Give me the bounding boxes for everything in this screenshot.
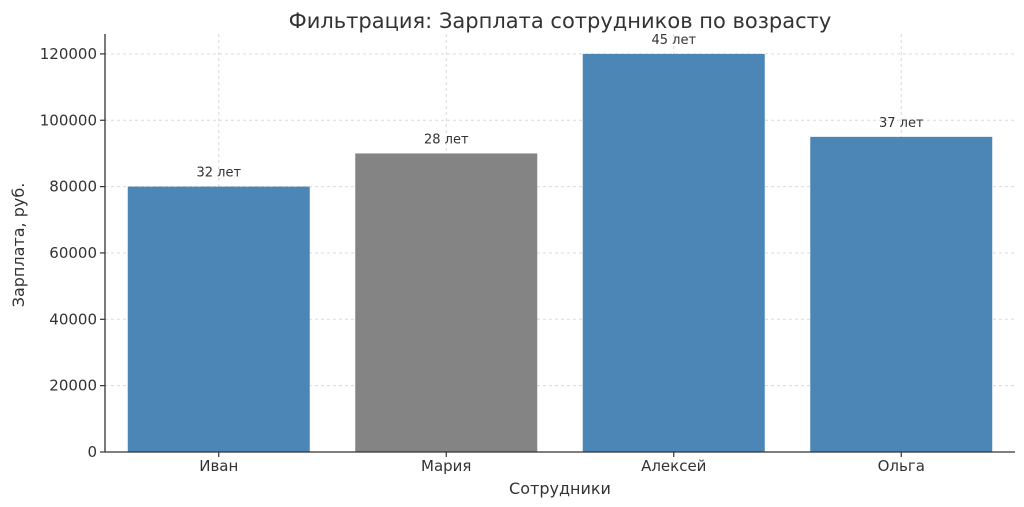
x-tick-label: Мария <box>421 457 471 475</box>
bar-age-label: 45 лет <box>651 33 696 48</box>
y-tick-label: 80000 <box>49 178 97 196</box>
y-tick-label: 60000 <box>49 244 97 262</box>
bar-age-label: 37 лет <box>879 116 924 131</box>
bar-value-labels: 32 лет 28 лет 45 лет 37 лет <box>196 33 923 181</box>
x-axis-ticks: Иван Мария Алексей Ольга <box>199 452 925 475</box>
x-tick-label: Алексей <box>641 457 706 475</box>
bar-age-label: 28 лет <box>424 132 469 147</box>
y-axis-ticks: 0 20000 40000 60000 80000 100000 120000 <box>40 45 105 461</box>
y-tick-label: 0 <box>87 443 97 461</box>
y-axis-label: Зарплата, руб. <box>9 183 28 308</box>
bars-layer <box>127 53 993 453</box>
bar-age-label: 32 лет <box>196 166 241 181</box>
x-tick-label: Иван <box>199 457 238 475</box>
y-tick-label: 100000 <box>40 111 97 129</box>
y-tick-label: 40000 <box>49 310 97 328</box>
bar-2 <box>355 153 538 452</box>
bar-1 <box>127 186 310 452</box>
x-tick-label: Ольга <box>878 457 925 475</box>
y-tick-label: 20000 <box>49 377 97 395</box>
axes-layer <box>104 34 1015 453</box>
bar-3 <box>582 53 765 453</box>
chart-title: Фильтрация: Зарплата сотрудников по возр… <box>289 9 832 33</box>
x-axis-label: Сотрудники <box>509 479 611 498</box>
y-tick-label: 120000 <box>40 45 97 63</box>
bar-4 <box>810 136 993 453</box>
